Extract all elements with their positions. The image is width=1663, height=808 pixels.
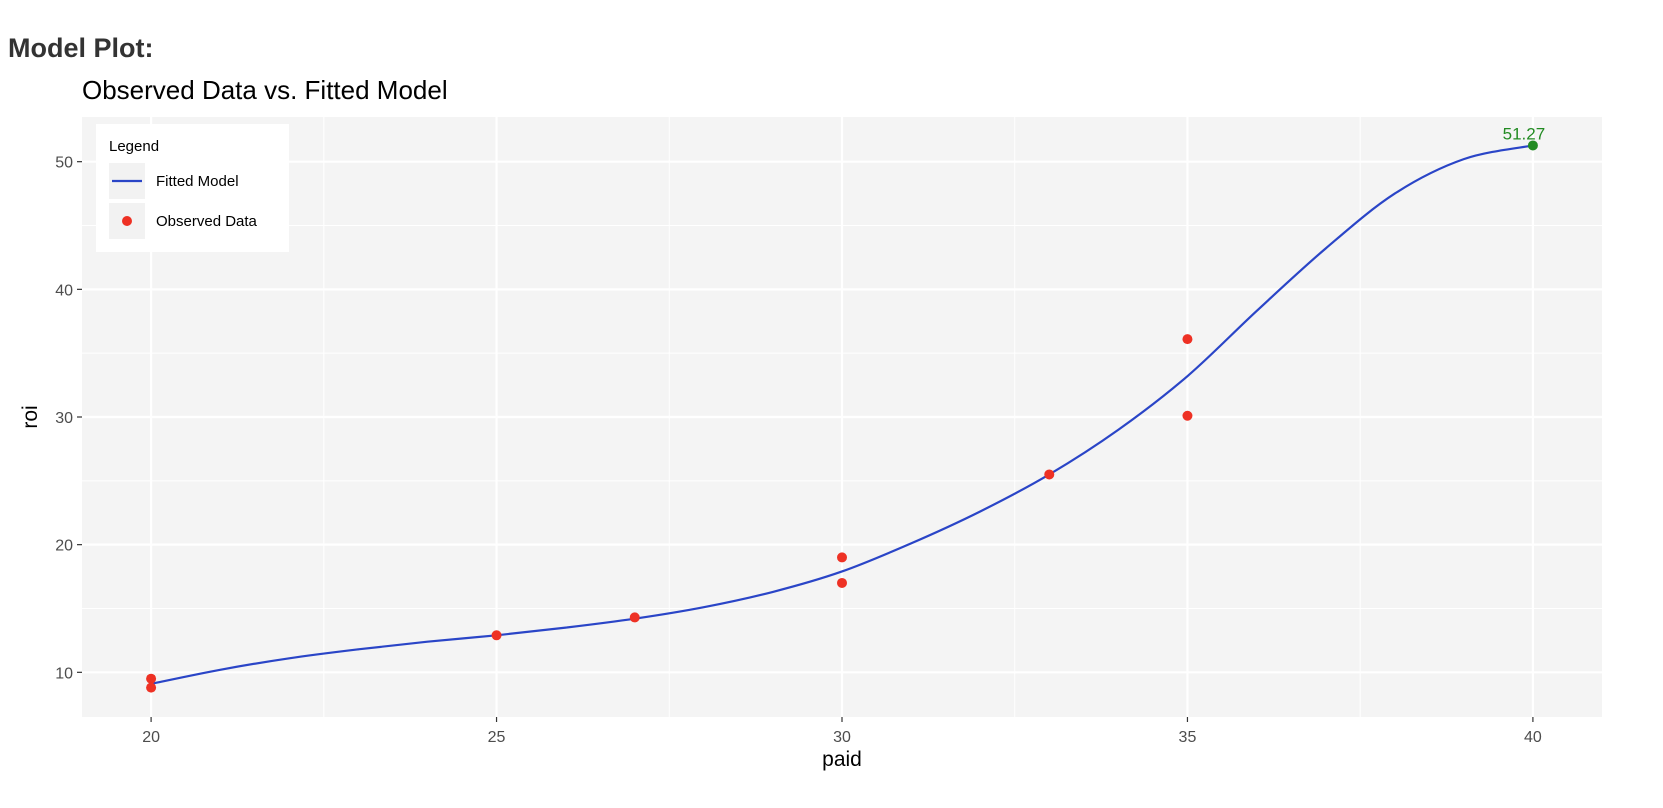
- x-tick-label: 30: [833, 729, 851, 746]
- observed-data-point: [1044, 469, 1055, 480]
- legend-point-observed-data: [122, 216, 132, 226]
- annotation-label: 51.27: [1503, 124, 1546, 143]
- legend-title: Legend: [109, 138, 159, 155]
- observed-data-point: [146, 682, 157, 693]
- observed-data-point: [491, 630, 502, 641]
- legend-label-observed-data: Observed Data: [156, 213, 258, 230]
- observed-data-point: [146, 673, 157, 684]
- y-tick-label: 50: [55, 155, 73, 172]
- chart-title: Observed Data vs. Fitted Model: [82, 75, 448, 105]
- observed-data-point: [837, 552, 847, 563]
- x-axis-title: paid: [822, 748, 862, 771]
- x-tick-label: 35: [1179, 729, 1197, 746]
- x-tick-labels: 20 25 30 35 40: [142, 729, 1542, 746]
- observed-data-point: [1182, 410, 1193, 421]
- y-tick-label: 10: [55, 665, 73, 682]
- y-tick-label: 30: [55, 410, 73, 427]
- observed-data-point: [1182, 334, 1193, 345]
- series-layer: [146, 144, 1534, 693]
- page-title: Model Plot:: [8, 33, 153, 63]
- observed-data-point: [837, 577, 847, 588]
- x-tick-label: 20: [142, 729, 160, 746]
- fitted-model-line: [150, 144, 1534, 685]
- x-tick-label: 40: [1524, 729, 1542, 746]
- observed-data-point: [629, 612, 640, 623]
- annotation-point: [1527, 140, 1538, 151]
- y-tick-label: 20: [55, 538, 73, 555]
- annotation-layer: 51.27: [1503, 124, 1546, 151]
- x-tick-label: 25: [488, 729, 506, 746]
- legend-label-fitted-model: Fitted Model: [156, 173, 239, 190]
- y-axis-title: roi: [19, 405, 42, 428]
- legend: Legend Fitted Model Observed Data: [96, 124, 289, 252]
- y-tick-label: 40: [55, 282, 73, 299]
- y-tick-labels: 10 20 30 40 50: [55, 155, 73, 683]
